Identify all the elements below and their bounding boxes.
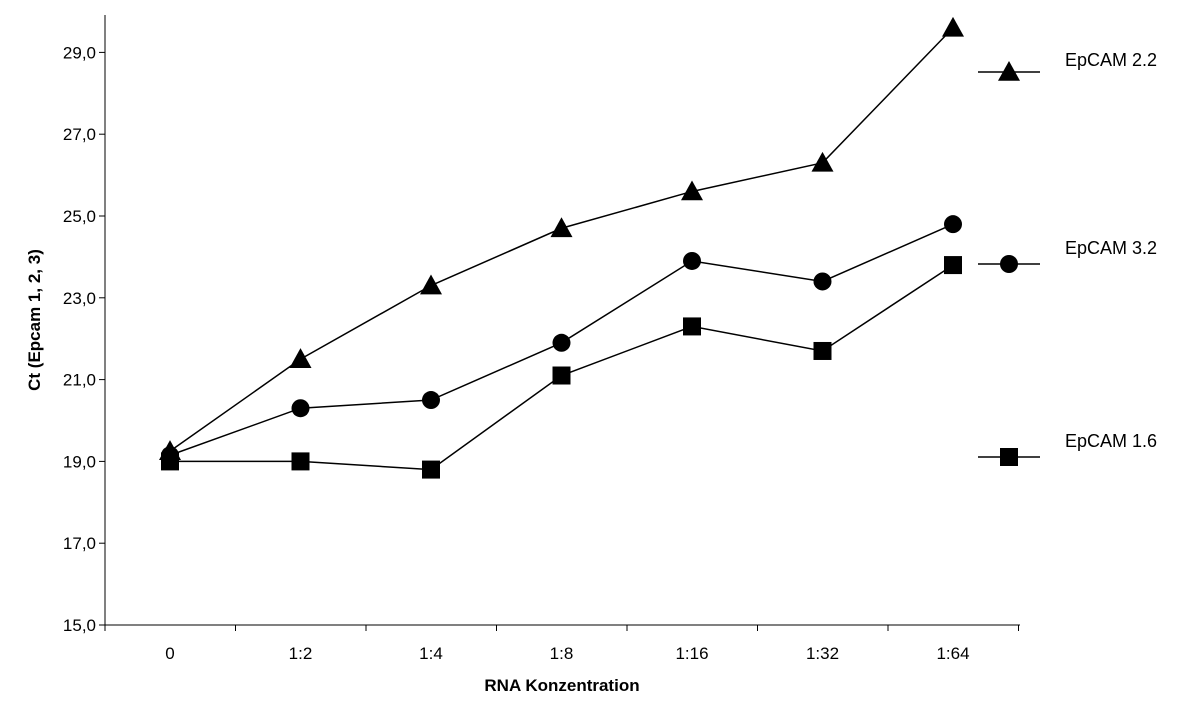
y-tick-label: 19,0 — [63, 452, 96, 471]
data-point — [552, 333, 571, 352]
data-point — [944, 215, 962, 234]
y-tick-label: 15,0 — [63, 616, 96, 635]
legend-marker — [998, 61, 1020, 81]
legend-item: EpCAM 2.2 — [978, 50, 1157, 81]
legend: EpCAM 2.2 EpCAM 3.2 EpCAM 1.6 — [978, 50, 1157, 466]
x-ticks: 0 1:2 1:4 1:8 1:16 1:32 1:64 — [104, 625, 1019, 663]
series-square — [161, 256, 962, 479]
x-tick-label: 1:32 — [806, 644, 839, 663]
data-point — [683, 251, 701, 270]
x-axis-title: RNA Konzentration — [484, 676, 639, 695]
y-tick-label: 25,0 — [63, 207, 96, 226]
y-ticks: 15,0 17,0 19,0 21,0 23,0 25,0 27,0 29,0 — [63, 43, 105, 635]
data-point — [944, 256, 962, 275]
y-tick-label: 27,0 — [63, 125, 96, 144]
legend-label: EpCAM 2.2 — [1065, 50, 1157, 70]
series-triangle — [159, 16, 964, 460]
data-point — [291, 399, 310, 418]
y-axis-title: Ct (Epcam 1, 2, 3) — [25, 249, 44, 391]
data-point — [422, 391, 440, 410]
legend-marker — [1000, 448, 1018, 466]
series-layer — [159, 16, 964, 479]
x-tick-label: 1:8 — [550, 644, 574, 663]
legend-item: EpCAM 3.2 — [978, 238, 1157, 273]
data-point — [813, 272, 832, 291]
data-point — [681, 180, 703, 201]
data-point — [942, 16, 964, 37]
x-tick-label: 1:64 — [936, 644, 969, 663]
y-tick-label: 29,0 — [63, 43, 96, 62]
x-tick-label: 1:4 — [419, 644, 443, 663]
x-tick-label: 1:16 — [675, 644, 708, 663]
data-point — [813, 341, 832, 360]
data-point — [289, 348, 312, 368]
legend-label: EpCAM 3.2 — [1065, 238, 1157, 258]
data-point — [291, 452, 310, 471]
data-point — [420, 274, 442, 295]
y-tick-label: 17,0 — [63, 534, 96, 553]
data-point — [683, 317, 701, 336]
data-point — [422, 460, 440, 479]
data-point — [552, 366, 571, 385]
axes — [104, 15, 1020, 626]
data-point — [550, 217, 573, 238]
series-line — [169, 27, 954, 452]
x-tick-label: 1:2 — [289, 644, 313, 663]
legend-label: EpCAM 1.6 — [1065, 431, 1157, 451]
legend-item: EpCAM 1.6 — [978, 431, 1157, 466]
legend-marker — [1000, 255, 1018, 273]
data-point — [811, 151, 834, 172]
x-tick-label: 0 — [165, 644, 174, 663]
series-circle — [161, 215, 962, 465]
y-tick-label: 23,0 — [63, 289, 96, 308]
y-tick-label: 21,0 — [63, 371, 96, 390]
data-point — [161, 452, 179, 471]
